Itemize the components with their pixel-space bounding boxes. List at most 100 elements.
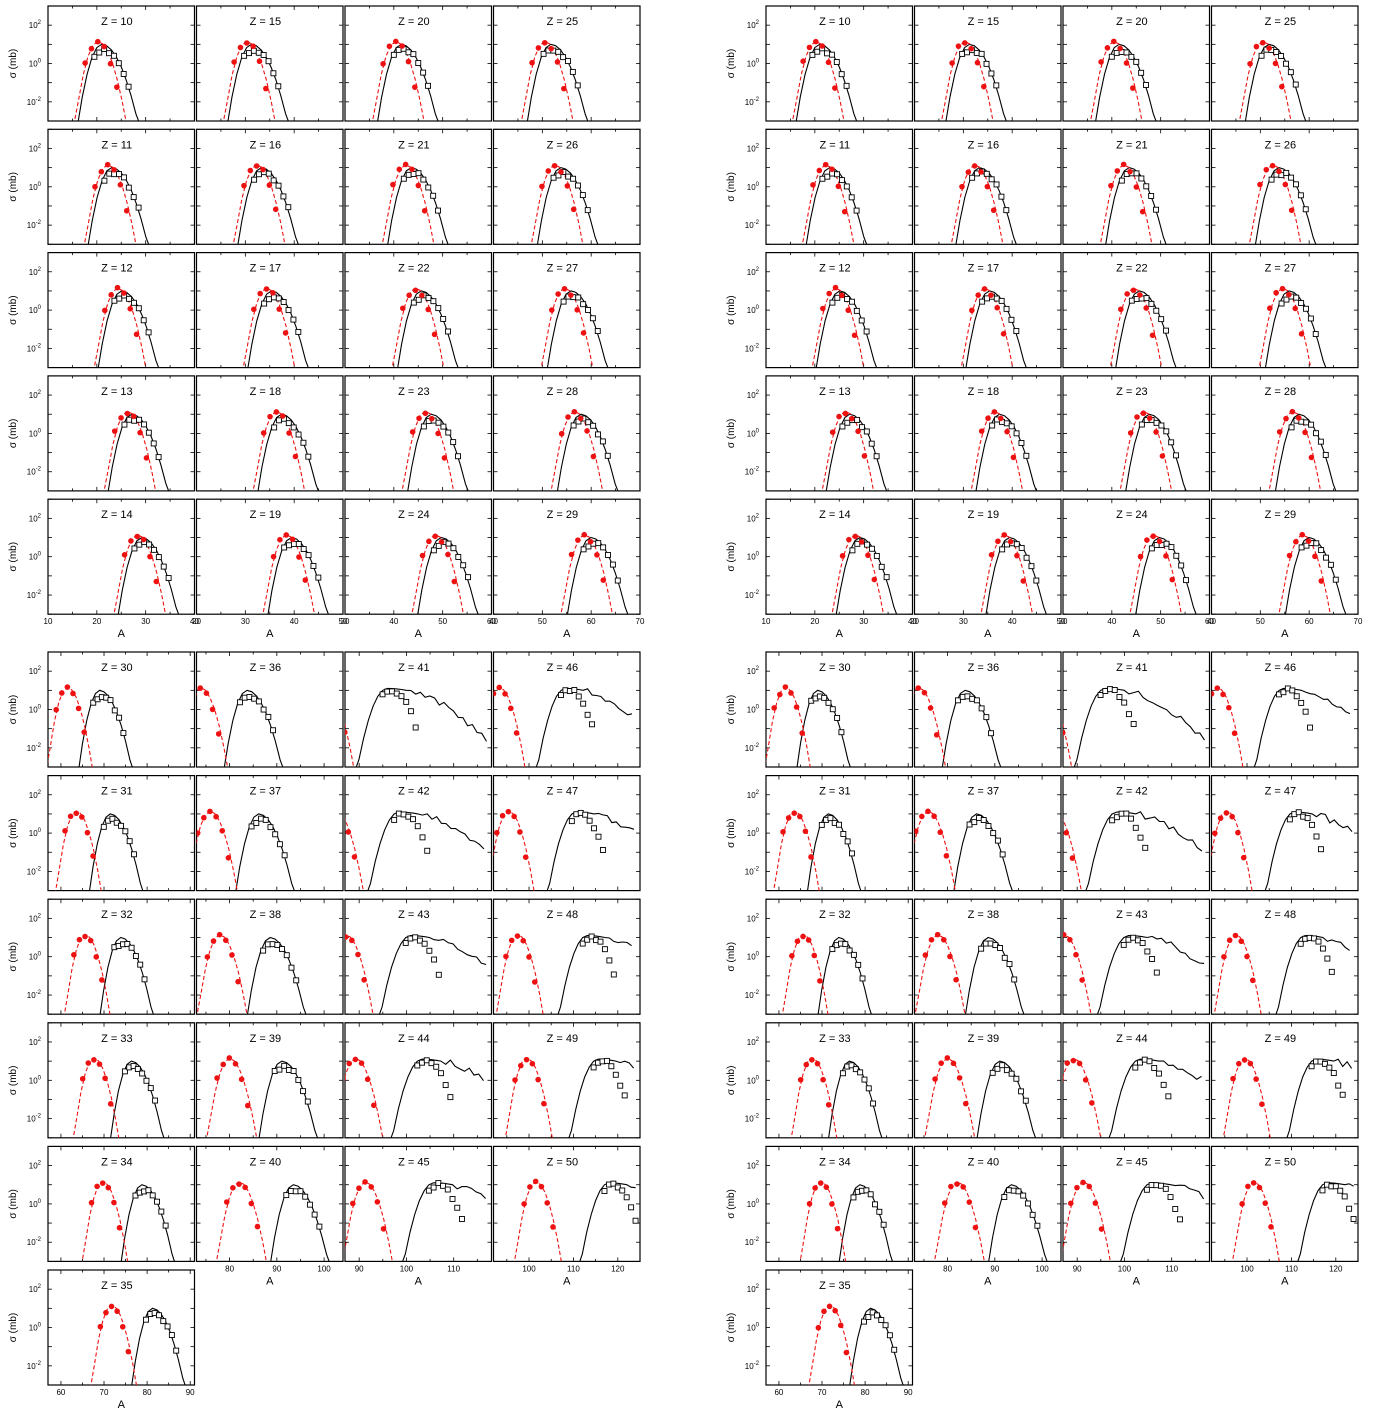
- data-point-circle: [371, 1102, 377, 1109]
- data-point-square: [833, 59, 840, 65]
- series-line-dashed: [560, 534, 613, 615]
- data-point-square: [579, 192, 586, 199]
- data-point-square: [589, 721, 596, 728]
- data-point-circle: [1276, 429, 1283, 435]
- data-point-circle: [238, 1076, 245, 1083]
- x-tick-label: 60: [587, 617, 596, 626]
- data-point-square: [1168, 439, 1175, 446]
- data-point-square: [412, 724, 419, 731]
- x-axis-label: A: [836, 1399, 844, 1410]
- data-point-square: [1013, 1075, 1020, 1082]
- data-point-square: [988, 70, 995, 77]
- series-line-solid: [367, 811, 485, 891]
- series-line-solid: [1284, 536, 1347, 615]
- data-point-square: [604, 452, 611, 459]
- data-point-circle: [931, 813, 937, 820]
- data-point-circle: [97, 1323, 104, 1330]
- data-point-square: [983, 60, 990, 67]
- x-axis-label: A: [1133, 1275, 1141, 1287]
- y-tick-label: 102: [29, 1284, 42, 1294]
- data-point-circle: [499, 812, 506, 819]
- data-point-circle: [214, 1075, 220, 1081]
- data-point-square: [570, 422, 577, 429]
- data-point-circle: [82, 933, 88, 940]
- x-tick-label: 30: [241, 617, 250, 626]
- series-line-dashed: [530, 164, 584, 245]
- panel-title: Z = 49: [547, 1033, 579, 1045]
- y-tick-label: 102: [29, 513, 42, 523]
- data-point-square: [861, 1076, 868, 1083]
- data-point-circle: [1130, 85, 1136, 91]
- y-axis-label: σ (mb): [726, 942, 737, 972]
- data-point-circle: [451, 578, 458, 585]
- y-axis-label: σ (mb): [726, 419, 737, 449]
- data-point-square: [1148, 300, 1155, 307]
- data-point-square: [134, 1066, 141, 1072]
- data-point-square: [435, 1180, 442, 1187]
- data-point-circle: [127, 305, 134, 312]
- data-point-circle: [788, 690, 794, 696]
- data-point-square: [1309, 821, 1316, 828]
- data-point-square: [101, 177, 108, 184]
- data-point-circle: [974, 59, 981, 66]
- series-line-dashed: [914, 686, 947, 767]
- panel-z13: Z = 13: [47, 375, 196, 492]
- data-point-circle: [102, 307, 108, 314]
- data-point-circle: [780, 829, 786, 835]
- panel-z24: Z = 24: [344, 498, 493, 615]
- series-line-solid: [257, 413, 319, 491]
- panel-title: Z = 10: [101, 16, 133, 28]
- data-point-square: [1102, 688, 1109, 694]
- data-point-square: [1319, 945, 1326, 952]
- data-point-square: [155, 454, 162, 461]
- data-point-circle: [941, 1200, 948, 1206]
- y-axis-label: σ (mb): [8, 942, 19, 972]
- series-line-solid: [1253, 687, 1351, 767]
- data-point-square: [1008, 1070, 1015, 1077]
- data-point-square: [998, 297, 1005, 304]
- y-axis-label: σ (mb): [726, 172, 737, 202]
- data-point-square: [555, 48, 562, 55]
- data-point-square: [1011, 976, 1018, 983]
- series-line-solid: [237, 166, 299, 245]
- data-point-circle: [431, 331, 438, 338]
- data-point-circle: [541, 1100, 547, 1107]
- series-line-solid: [355, 687, 487, 767]
- panel-frame: [1062, 498, 1211, 615]
- data-point-circle: [523, 1056, 530, 1063]
- data-point-circle: [848, 415, 855, 422]
- data-point-circle: [263, 286, 270, 292]
- data-point-circle: [943, 853, 950, 859]
- series-line-dashed: [1089, 40, 1143, 121]
- panel-title: Z = 39: [968, 1033, 1000, 1045]
- data-point-circle: [600, 577, 607, 583]
- data-point-square: [393, 690, 400, 697]
- data-point-circle: [1063, 730, 1066, 736]
- x-tick-label: 100: [1118, 1264, 1132, 1273]
- data-point-circle: [361, 977, 367, 983]
- series-line-solid: [227, 43, 289, 121]
- data-point-square: [265, 170, 272, 177]
- x-axis-label: A: [266, 628, 274, 640]
- series-line-solid: [407, 413, 469, 491]
- data-point-circle: [196, 830, 201, 836]
- data-point-square: [829, 706, 836, 713]
- data-point-circle: [1245, 1183, 1251, 1190]
- data-point-circle: [496, 684, 503, 691]
- series-line-dashed: [1063, 723, 1073, 767]
- data-point-square: [883, 574, 890, 581]
- data-point-square: [390, 51, 397, 58]
- panel-title: Z = 26: [547, 139, 579, 151]
- data-point-square: [1288, 424, 1295, 431]
- data-point-circle: [435, 430, 441, 437]
- data-point-circle: [841, 208, 848, 215]
- data-point-circle: [1221, 953, 1227, 960]
- data-point-square: [415, 170, 422, 177]
- data-point-square: [853, 207, 860, 214]
- data-point-circle: [941, 936, 947, 943]
- data-point-square: [579, 940, 586, 947]
- data-point-square: [1302, 708, 1309, 715]
- data-point-circle: [794, 938, 801, 945]
- data-point-circle: [965, 169, 972, 175]
